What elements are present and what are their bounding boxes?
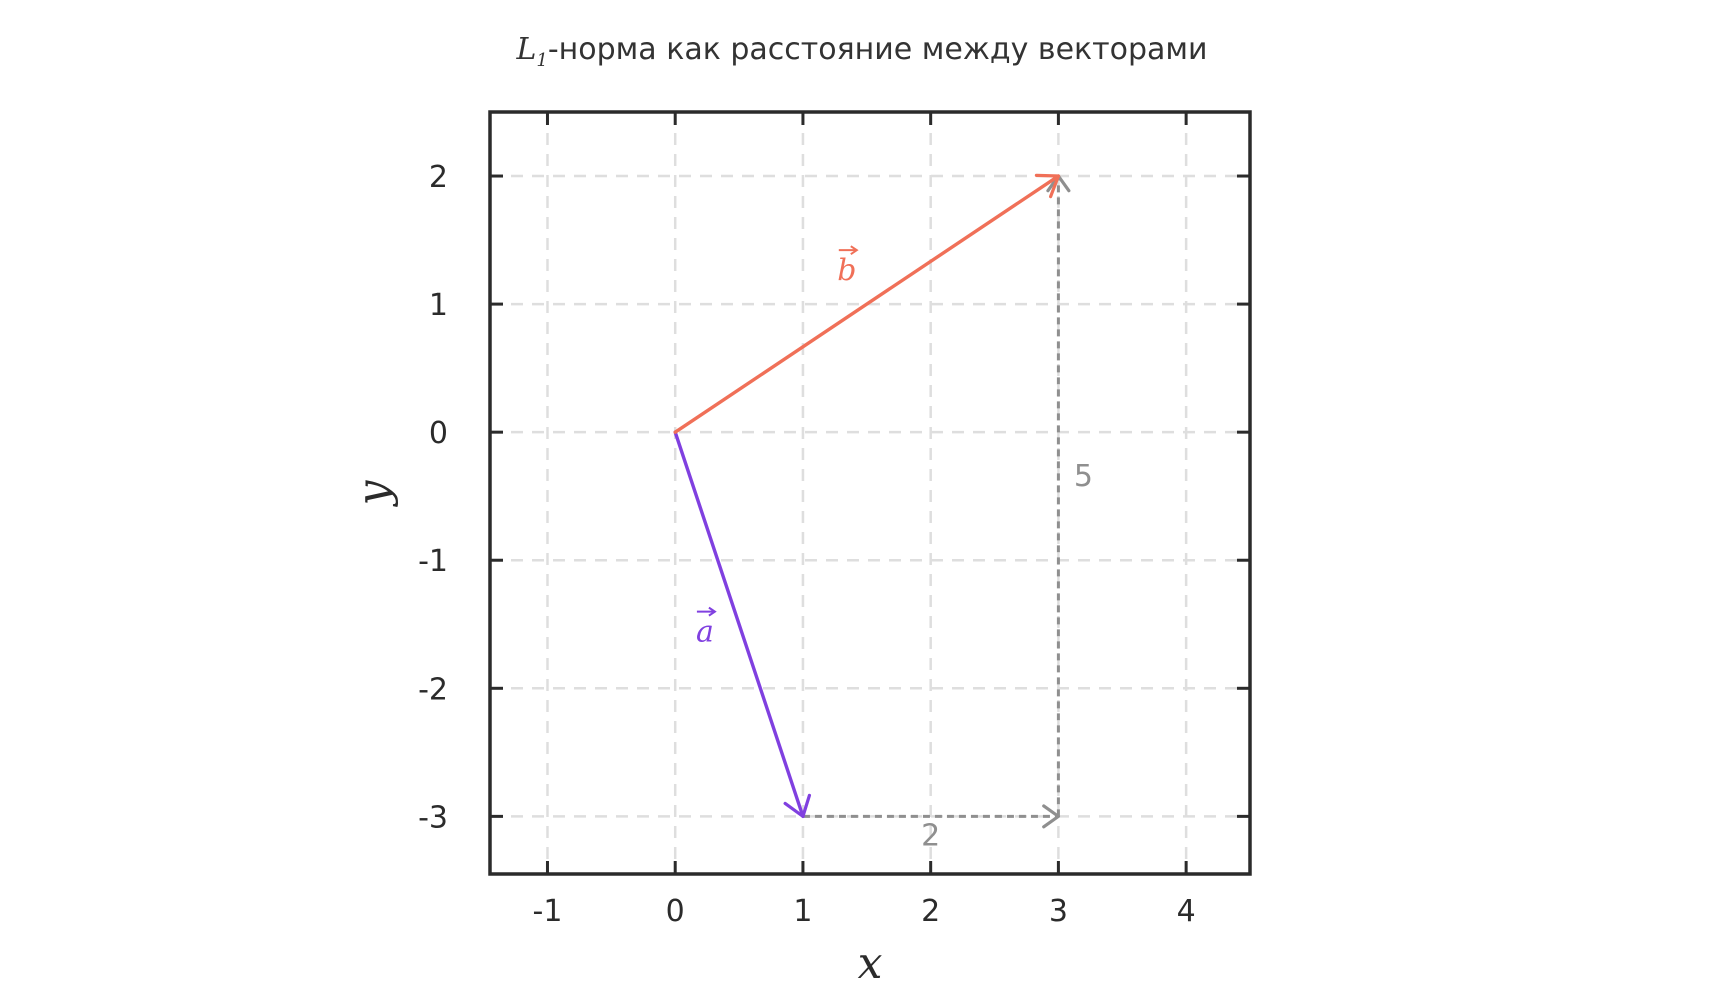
x-tick-label: -1 <box>533 894 563 929</box>
plot-frame <box>488 110 1252 876</box>
x-tick-label: 4 <box>1177 894 1196 929</box>
chart-title-norm-symbol: L <box>515 32 536 67</box>
vectors: ab <box>673 173 1061 819</box>
y-tick-label: -1 <box>418 544 448 579</box>
x-tick-label: 1 <box>793 894 812 929</box>
chart-title-text: -норма как расстояние между векторами <box>548 32 1208 67</box>
y-tick-label: -3 <box>418 800 448 835</box>
distance-label: 5 <box>1074 459 1093 494</box>
vector-a-label-arrowhead <box>708 606 717 617</box>
grid <box>490 112 1250 874</box>
x-tick-label: 3 <box>1049 894 1068 929</box>
vector-a-arrowhead <box>783 793 812 818</box>
axis-ticks: -1 0 1 2 3 4 -3 -2 -1 0 1 2 <box>418 112 1250 929</box>
vector-b-label-arrowhead <box>850 245 859 256</box>
distance-label: 2 <box>921 818 940 853</box>
distance-segments: 25 <box>802 174 1093 853</box>
y-axis-label: y <box>348 479 399 507</box>
x-axis-label: x <box>858 938 883 989</box>
plot-frame-border <box>488 110 1252 876</box>
vector-b-arrowhead <box>1034 173 1061 199</box>
y-tick-label: -2 <box>418 672 448 707</box>
y-tick-label: 1 <box>429 288 448 323</box>
vector-b <box>673 174 1061 434</box>
x-tick-label: 0 <box>666 894 685 929</box>
chart-title: L1-норма как расстояние между векторами <box>515 32 1207 71</box>
x-tick-label: 2 <box>921 894 940 929</box>
vector-b-label: b <box>837 253 856 288</box>
vector-a <box>673 430 805 819</box>
chart-title-norm-subscript: 1 <box>536 50 547 71</box>
vector-a-label: a <box>696 615 714 650</box>
y-tick-label: 2 <box>429 160 448 195</box>
y-tick-label: 0 <box>429 416 448 451</box>
